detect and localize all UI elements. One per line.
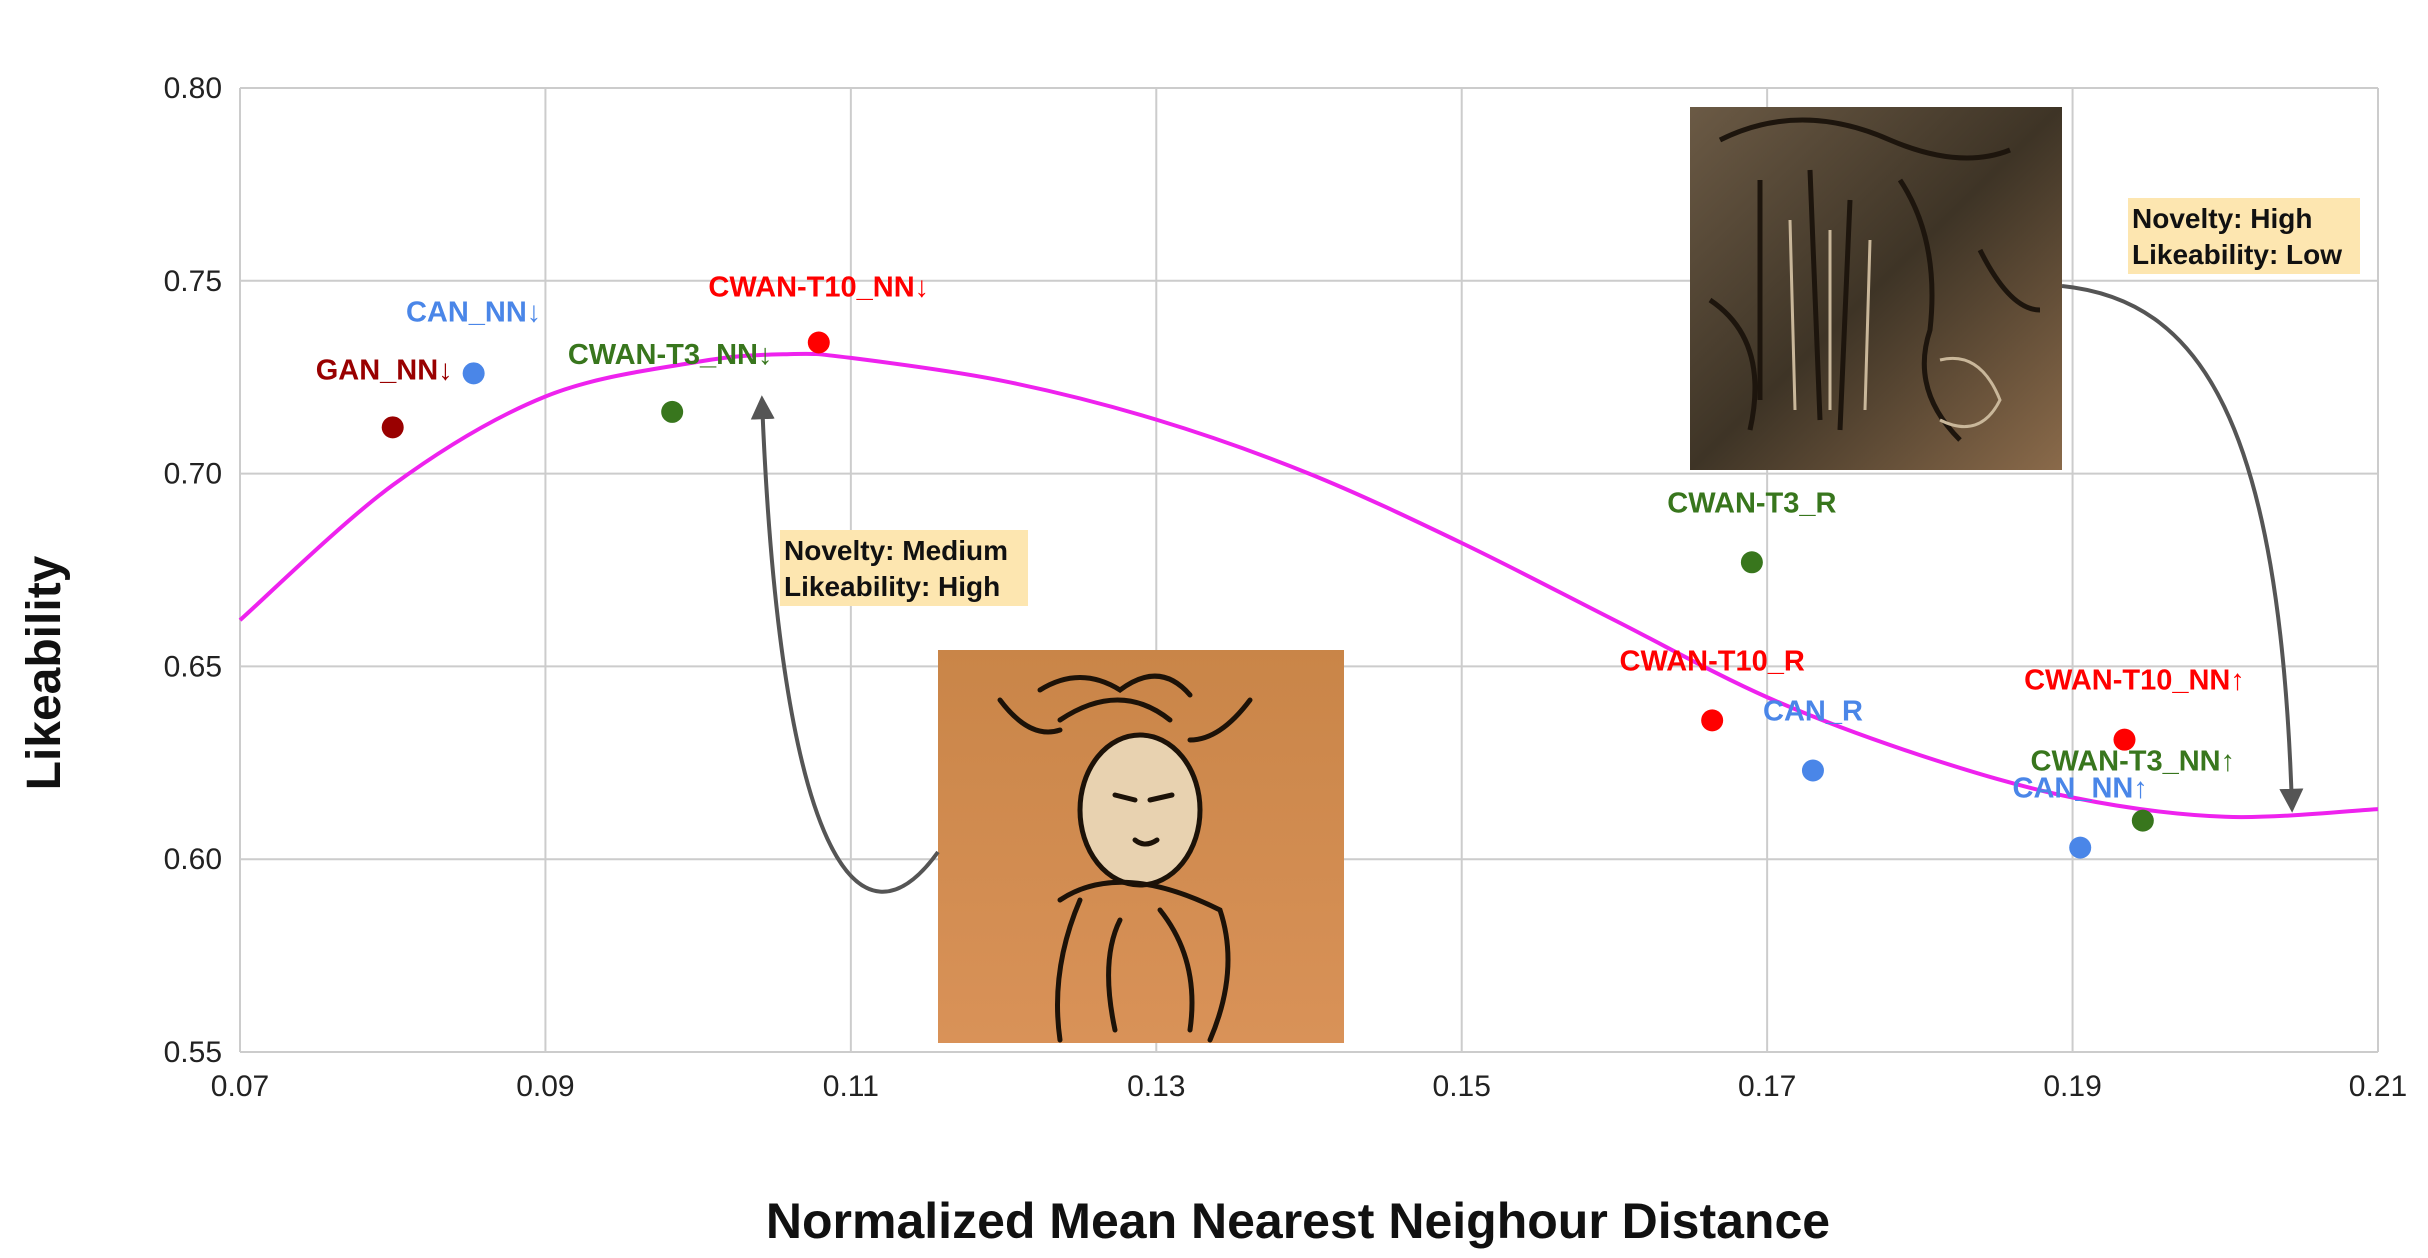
x-tick-label: 0.07: [211, 1070, 269, 1103]
annotation-medium-line2: Likeability: High: [784, 571, 1000, 602]
data-point: [381, 416, 404, 439]
annotation-medium: Novelty: Medium Likeability: High: [780, 530, 1028, 606]
y-tick-label: 0.70: [164, 458, 222, 491]
point-label: CWAN-T3_NN↑: [2031, 746, 2236, 778]
y-tick-label: 0.75: [164, 265, 222, 298]
y-tick-label: 0.55: [164, 1036, 222, 1069]
x-axis-title: Normalized Mean Nearest Neighour Distanc…: [766, 1193, 1830, 1249]
annotation-high: Novelty: High Likeability: Low: [2128, 198, 2360, 274]
painting-portrait-thumbnail: [938, 650, 1344, 1043]
point-label: CAN_NN↑: [2013, 773, 2148, 805]
data-point: [807, 331, 830, 354]
arrow-medium: [750, 395, 940, 894]
x-tick-label: 0.09: [516, 1070, 574, 1103]
y-axis-title: Likeability: [18, 555, 71, 790]
data-point: [462, 362, 485, 385]
annotation-high-line1: Novelty: High: [2132, 203, 2312, 234]
data-point: [1801, 759, 1824, 782]
point-label: CWAN-T10_NN↓: [708, 271, 929, 303]
annotation-medium-line1: Novelty: Medium: [784, 535, 1008, 566]
data-point: [1701, 709, 1724, 732]
arrow-high: [2061, 284, 2304, 813]
data-point: [2113, 728, 2136, 751]
point-label: CWAN-T3_R: [1667, 487, 1836, 519]
point-labels: GAN_NN↓ CAN_NN↓ CWAN-T3_NN↓ CWAN-T10_NN↓ CWA…: [316, 271, 2245, 804]
y-tick-label: 0.65: [164, 650, 222, 683]
tick-labels: 0.07 0.09 0.11 0.13 0.15 0.17 0.19 0.21 0.55 0.60…: [164, 72, 2408, 1103]
painting-abstract-thumbnail: [1690, 107, 2062, 470]
data-point: [1740, 551, 1763, 574]
point-label: CWAN-T10_R: [1620, 645, 1805, 677]
point-label: CAN_R: [1763, 696, 1863, 728]
x-tick-label: 0.17: [1738, 1070, 1796, 1103]
annotation-high-line2: Likeability: Low: [2132, 239, 2342, 270]
x-tick-label: 0.15: [1433, 1070, 1491, 1103]
data-point: [2069, 836, 2092, 859]
point-label: CWAN-T3_NN↓: [568, 339, 773, 371]
y-tick-label: 0.80: [164, 72, 222, 105]
data-point: [661, 400, 684, 423]
x-tick-label: 0.19: [2043, 1070, 2101, 1103]
point-label: CWAN-T10_NN↑: [2024, 665, 2245, 697]
point-label: GAN_NN↓: [316, 354, 453, 386]
trend-curve: [238, 351, 2379, 820]
x-tick-label: 0.11: [823, 1070, 879, 1103]
y-tick-label: 0.60: [164, 843, 222, 876]
data-point: [2131, 809, 2154, 832]
x-tick-label: 0.13: [1127, 1070, 1185, 1103]
point-label: CAN_NN↓: [406, 296, 541, 328]
x-tick-label: 0.21: [2349, 1070, 2407, 1103]
data-points: [381, 331, 2154, 859]
